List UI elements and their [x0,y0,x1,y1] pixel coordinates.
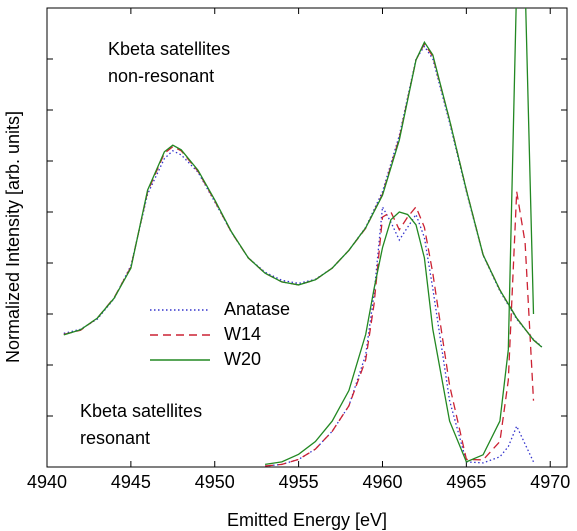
x-tick-label: 4970 [530,472,570,492]
resonant-line [265,8,535,466]
annotation: Kbeta satellites [80,401,202,421]
y-axis-label: Normalized Intensity [arb. units] [3,111,23,363]
x-tick-label: 4965 [446,472,486,492]
annotation: resonant [80,428,150,448]
x-tick-label: 4960 [362,472,402,492]
x-tick-label: 4945 [111,472,151,492]
legend-label: Anatase [224,299,290,319]
resonant-line [265,191,535,467]
annotation: non-resonant [108,66,214,86]
annotation: Kbeta satellites [108,39,230,59]
x-tick-label: 4940 [27,472,67,492]
nonresonant-line [63,40,543,348]
x-tick-label: 4950 [195,472,235,492]
plot-area [63,8,543,467]
x-tick-label: 4955 [279,472,319,492]
plot-frame [46,7,568,468]
nonresonant-line [63,45,543,348]
nonresonant-line [63,42,543,348]
legend-label: W14 [224,324,261,344]
x-axis-label: Emitted Energy [eV] [227,510,387,530]
resonant-line [265,204,535,467]
legend-label: W20 [224,349,261,369]
